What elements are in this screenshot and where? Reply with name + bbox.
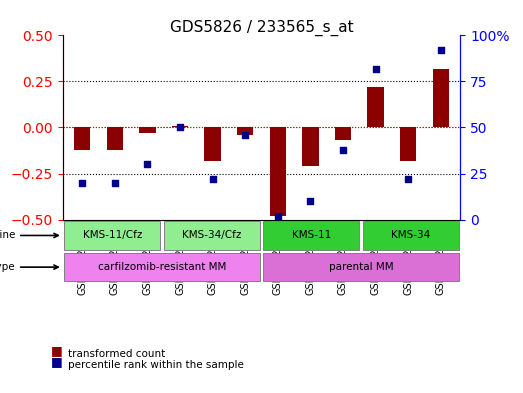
Point: [111, 180, 119, 186]
FancyBboxPatch shape: [64, 221, 161, 250]
Text: parental MM: parental MM: [328, 262, 393, 272]
FancyBboxPatch shape: [263, 221, 359, 250]
Point: [371, 65, 380, 72]
FancyBboxPatch shape: [64, 253, 260, 281]
Point: [78, 180, 86, 186]
Bar: [139, 127, 156, 133]
Point: [339, 147, 347, 153]
Bar: [400, 127, 416, 161]
Bar: [172, 126, 188, 127]
Point: [437, 47, 445, 53]
Bar: [302, 127, 319, 166]
Text: ■: ■: [51, 344, 63, 357]
Point: [404, 176, 412, 182]
Bar: [335, 127, 351, 140]
Text: transformed count: transformed count: [68, 349, 165, 359]
Text: KMS-11/Cfz: KMS-11/Cfz: [83, 230, 142, 241]
Text: cell type: cell type: [0, 262, 58, 272]
Text: GDS5826 / 233565_s_at: GDS5826 / 233565_s_at: [169, 20, 354, 36]
Text: cell line: cell line: [0, 230, 58, 241]
Point: [241, 132, 249, 138]
Text: KMS-34: KMS-34: [391, 230, 430, 241]
FancyBboxPatch shape: [164, 221, 260, 250]
FancyBboxPatch shape: [362, 221, 459, 250]
Text: KMS-34/Cfz: KMS-34/Cfz: [182, 230, 242, 241]
Bar: [204, 127, 221, 161]
Point: [176, 124, 184, 130]
Bar: [270, 127, 286, 216]
Text: ■: ■: [51, 356, 63, 369]
Point: [143, 161, 152, 167]
Point: [306, 198, 314, 204]
Bar: [367, 87, 384, 127]
Text: KMS-11: KMS-11: [291, 230, 331, 241]
Bar: [107, 127, 123, 150]
Point: [209, 176, 217, 182]
Point: [274, 213, 282, 219]
FancyBboxPatch shape: [263, 253, 459, 281]
Bar: [74, 127, 90, 150]
Text: percentile rank within the sample: percentile rank within the sample: [68, 360, 244, 371]
Bar: [433, 68, 449, 127]
Text: carfilzomib-resistant MM: carfilzomib-resistant MM: [98, 262, 226, 272]
Bar: [237, 127, 253, 135]
